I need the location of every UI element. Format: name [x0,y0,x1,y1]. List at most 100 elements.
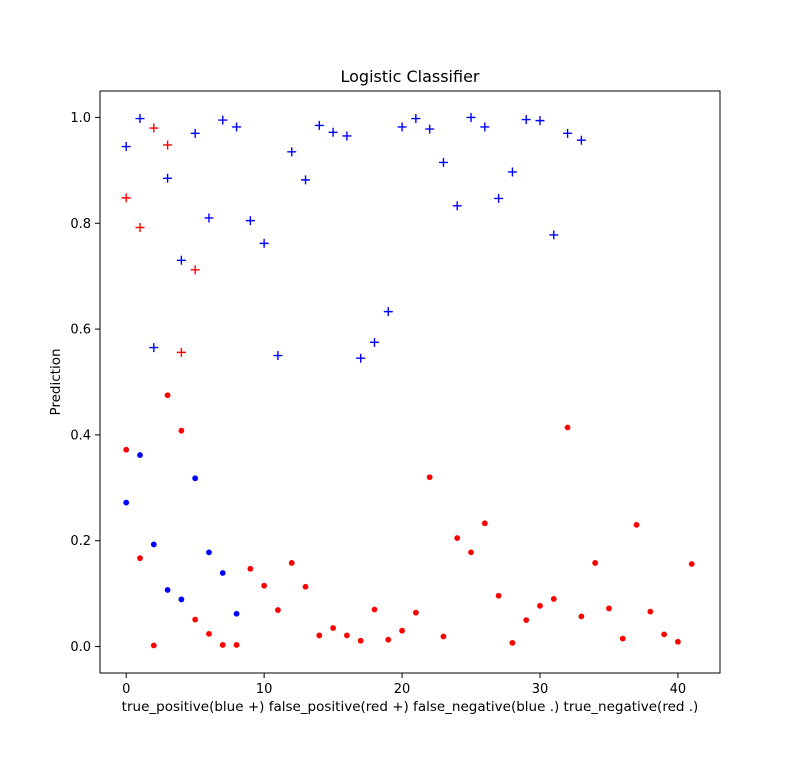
plus-marker [563,128,573,138]
plus-marker [121,193,131,203]
plus-marker [163,173,173,183]
plus-marker [259,238,269,248]
dot-marker [537,602,543,609]
chart-title: Logistic Classifier [341,67,480,86]
y-axis-ticks: 0.0 0.2 0.4 0.6 0.8 1.0 [70,111,100,655]
plus-marker [328,127,338,137]
plus-marker [438,157,448,167]
plus-marker [135,223,145,233]
plus-marker [342,131,352,141]
dot-marker [564,424,571,431]
plus-marker [521,115,531,125]
y-tick-label: 0.2 [70,534,91,549]
dot-marker [385,636,392,643]
dot-marker [178,596,185,603]
plus-marker [149,343,159,353]
plus-marker [163,140,173,150]
plus-marker [452,201,462,211]
plus-marker [287,147,297,157]
dot-marker [164,587,171,593]
plus-marker [549,230,559,240]
dot-marker [454,535,461,541]
plus-marker [494,193,504,203]
x-axis-ticks: 0 10 20 30 40 [122,673,686,697]
plus-marker [425,124,435,134]
dot-marker [219,642,226,648]
plus-marker [245,216,255,226]
plus-marker [190,265,200,275]
dot-marker [275,607,281,613]
dot-marker [468,549,474,556]
dot-marker [206,549,212,556]
plus-marker [480,122,490,132]
data-points [121,112,695,649]
x-tick-label: 40 [670,682,687,697]
y-axis-label: Prediction [48,348,64,415]
dot-marker [247,565,254,572]
dot-marker [233,642,240,648]
plus-marker [149,123,159,133]
plus-marker [397,122,407,132]
plus-marker [466,112,476,122]
x-tick-label: 20 [394,682,411,697]
dot-marker [178,427,185,434]
plus-marker [204,213,214,223]
dot-marker [633,521,640,528]
dot-marker [481,520,488,527]
plus-marker [507,167,517,177]
dot-marker [164,392,171,399]
dot-marker [123,499,130,506]
plus-marker [383,307,393,317]
dot-marker [412,609,419,616]
plot-frame [99,90,721,674]
dot-marker [150,642,157,649]
plus-marker [121,142,131,152]
dot-marker [509,639,516,646]
plus-marker [369,337,379,347]
dot-marker [233,610,240,617]
plus-marker [301,175,311,185]
plus-marker [135,114,145,124]
plus-marker [232,122,242,132]
dot-marker [399,627,405,634]
plus-marker [535,116,545,126]
y-tick-label: 0.4 [70,428,91,443]
dot-marker [592,560,599,566]
dot-marker [206,630,212,637]
plus-marker [273,351,283,361]
y-tick-label: 0.8 [70,217,91,232]
dot-marker [675,638,681,645]
dot-marker [426,474,433,481]
dot-marker [150,541,157,548]
dot-marker [137,452,143,458]
dot-marker [316,632,323,639]
dot-marker [661,631,668,638]
dot-marker [578,613,585,620]
dot-marker [357,637,364,644]
dot-marker [550,596,557,602]
x-tick-label: 10 [256,682,273,697]
dot-marker [495,592,502,599]
dot-marker [606,605,612,612]
dot-marker [192,475,199,482]
plus-marker [190,128,200,138]
dot-marker [219,570,226,576]
x-axis-label: true_positive(blue +) false_positive(red… [122,699,699,715]
dot-marker [302,583,309,590]
x-tick-label: 30 [532,682,549,697]
x-tick-label: 0 [122,682,130,697]
dot-marker [137,555,143,562]
plus-marker [176,255,186,265]
y-tick-label: 1.0 [70,111,91,126]
y-tick-label: 0.0 [70,640,91,655]
dot-marker [288,560,295,566]
plus-marker [356,353,366,363]
plus-marker [314,120,324,130]
plus-marker [411,114,421,124]
dot-marker [192,616,199,623]
dot-marker [343,632,350,639]
plus-marker [176,347,186,357]
plus-marker [218,115,228,125]
dot-marker [688,561,695,567]
